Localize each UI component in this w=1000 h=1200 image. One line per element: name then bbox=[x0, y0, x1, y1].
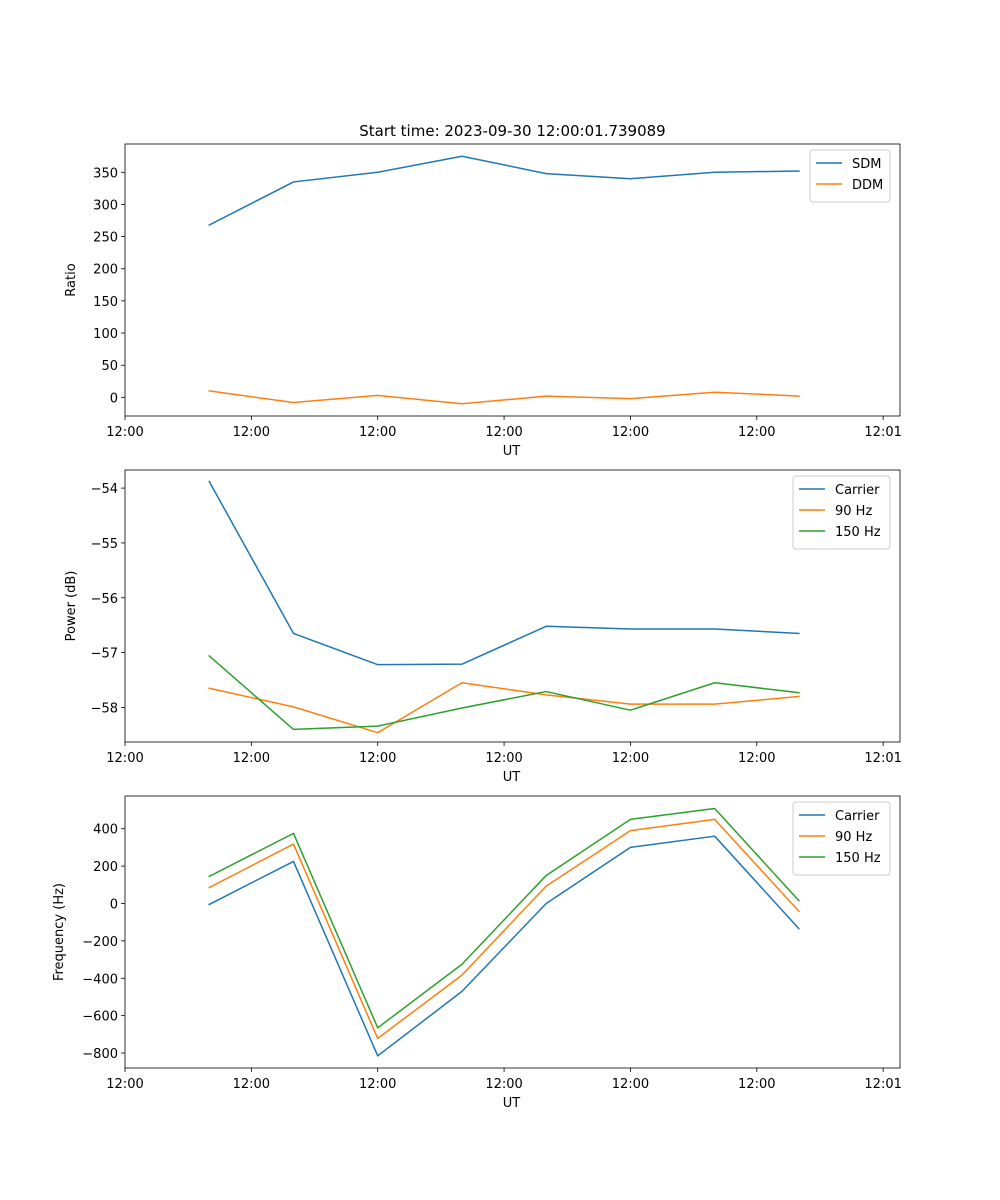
legend-label: SDM bbox=[852, 157, 881, 172]
legend-label: 150 Hz bbox=[835, 525, 881, 540]
x-tick-label: 12:00 bbox=[106, 1077, 143, 1092]
x-tick-label: 12:00 bbox=[359, 751, 396, 766]
x-tick-label: 12:00 bbox=[233, 425, 270, 440]
x-axis-label: UT bbox=[503, 444, 521, 459]
y-tick-label: −55 bbox=[91, 537, 118, 552]
series-line-150-hz bbox=[208, 807, 800, 1029]
y-tick-label: 0 bbox=[110, 897, 118, 912]
y-tick-label: 200 bbox=[93, 860, 118, 875]
x-tick-label: 12:00 bbox=[612, 1077, 649, 1092]
axes-frame bbox=[124, 143, 901, 417]
legend-label: Carrier bbox=[835, 483, 880, 498]
x-tick-label: 12:00 bbox=[106, 751, 143, 766]
x-tick-label: 12:00 bbox=[738, 425, 775, 440]
y-tick-label: 350 bbox=[93, 166, 118, 181]
x-axis-label: UT bbox=[503, 1096, 521, 1111]
axes-frame bbox=[124, 795, 901, 1069]
x-tick-label: 12:00 bbox=[612, 751, 649, 766]
y-tick-label: 0 bbox=[110, 391, 118, 406]
x-tick-label: 12:00 bbox=[359, 425, 396, 440]
x-tick-label: 12:00 bbox=[485, 751, 522, 766]
x-tick-label: 12:00 bbox=[233, 1077, 270, 1092]
x-tick-label: 12:00 bbox=[359, 1077, 396, 1092]
series-line-carrier bbox=[208, 835, 800, 1057]
y-axis-label: Power (dB) bbox=[64, 571, 79, 642]
legend: Carrier 90 Hz 150 Hz bbox=[792, 801, 891, 876]
y-tick-label: −800 bbox=[82, 1047, 118, 1062]
y-axis-label: Ratio bbox=[64, 263, 79, 296]
y-tick-label: 400 bbox=[93, 823, 118, 838]
legend-label: 150 Hz bbox=[835, 851, 881, 866]
y-tick-label: 300 bbox=[93, 198, 118, 213]
x-tick-label: 12:00 bbox=[612, 425, 649, 440]
legend-label: DDM bbox=[852, 178, 883, 193]
chart-panel-1: 12:00 12:00 12:00 12:00 12:00 12:00 12:01 0 50 10… bbox=[64, 122, 902, 459]
x-tick-label: 12:01 bbox=[864, 1077, 901, 1092]
y-tick-label: 150 bbox=[93, 295, 118, 310]
charts-group: 12:00 12:00 12:00 12:00 12:00 12:00 12:01 0 50 10… bbox=[52, 122, 902, 1111]
x-tick-label: 12:00 bbox=[233, 751, 270, 766]
x-tick-label: 12:00 bbox=[738, 751, 775, 766]
y-tick-label: 250 bbox=[93, 231, 118, 246]
legend-label: 90 Hz bbox=[835, 504, 872, 519]
x-axis-label: UT bbox=[503, 770, 521, 785]
y-axis-label: Frequency (Hz) bbox=[52, 883, 67, 981]
axes-frame bbox=[124, 469, 901, 743]
y-tick-label: −57 bbox=[91, 647, 118, 662]
chart-panel-2: 12:00 12:00 12:00 12:00 12:00 12:00 12:01 −58 −5… bbox=[64, 469, 902, 785]
x-tick-label: 12:01 bbox=[864, 425, 901, 440]
y-tick-label: 200 bbox=[93, 263, 118, 278]
x-tick-label: 12:00 bbox=[738, 1077, 775, 1092]
y-tick-label: −600 bbox=[82, 1010, 118, 1025]
y-tick-label: 100 bbox=[93, 327, 118, 342]
y-tick-label: 50 bbox=[101, 359, 118, 374]
series-line-150-hz bbox=[208, 654, 800, 731]
chart-title: Start time: 2023-09-30 12:00:01.739089 bbox=[359, 122, 665, 140]
y-tick-label: −54 bbox=[91, 482, 118, 497]
series-line-90-hz bbox=[208, 682, 800, 734]
legend: Carrier 90 Hz 150 Hz bbox=[792, 475, 891, 550]
x-tick-label: 12:01 bbox=[864, 751, 901, 766]
x-tick-label: 12:00 bbox=[106, 425, 143, 440]
x-tick-label: 12:00 bbox=[485, 425, 522, 440]
series-line-ddm bbox=[208, 390, 800, 405]
y-tick-label: −58 bbox=[91, 701, 118, 716]
y-tick-label: −56 bbox=[91, 592, 118, 607]
series-line-90-hz bbox=[208, 818, 800, 1040]
y-tick-label: −200 bbox=[82, 935, 118, 950]
x-tick-label: 12:00 bbox=[485, 1077, 522, 1092]
chart-panel-3: 12:00 12:00 12:00 12:00 12:00 12:00 12:01 −800 −… bbox=[52, 795, 902, 1111]
legend-label: Carrier bbox=[835, 809, 880, 824]
legend: SDM DDM bbox=[809, 149, 891, 203]
series-line-carrier bbox=[208, 480, 800, 666]
legend-label: 90 Hz bbox=[835, 830, 872, 845]
y-tick-label: −400 bbox=[82, 972, 118, 987]
series-line-sdm bbox=[208, 155, 800, 227]
